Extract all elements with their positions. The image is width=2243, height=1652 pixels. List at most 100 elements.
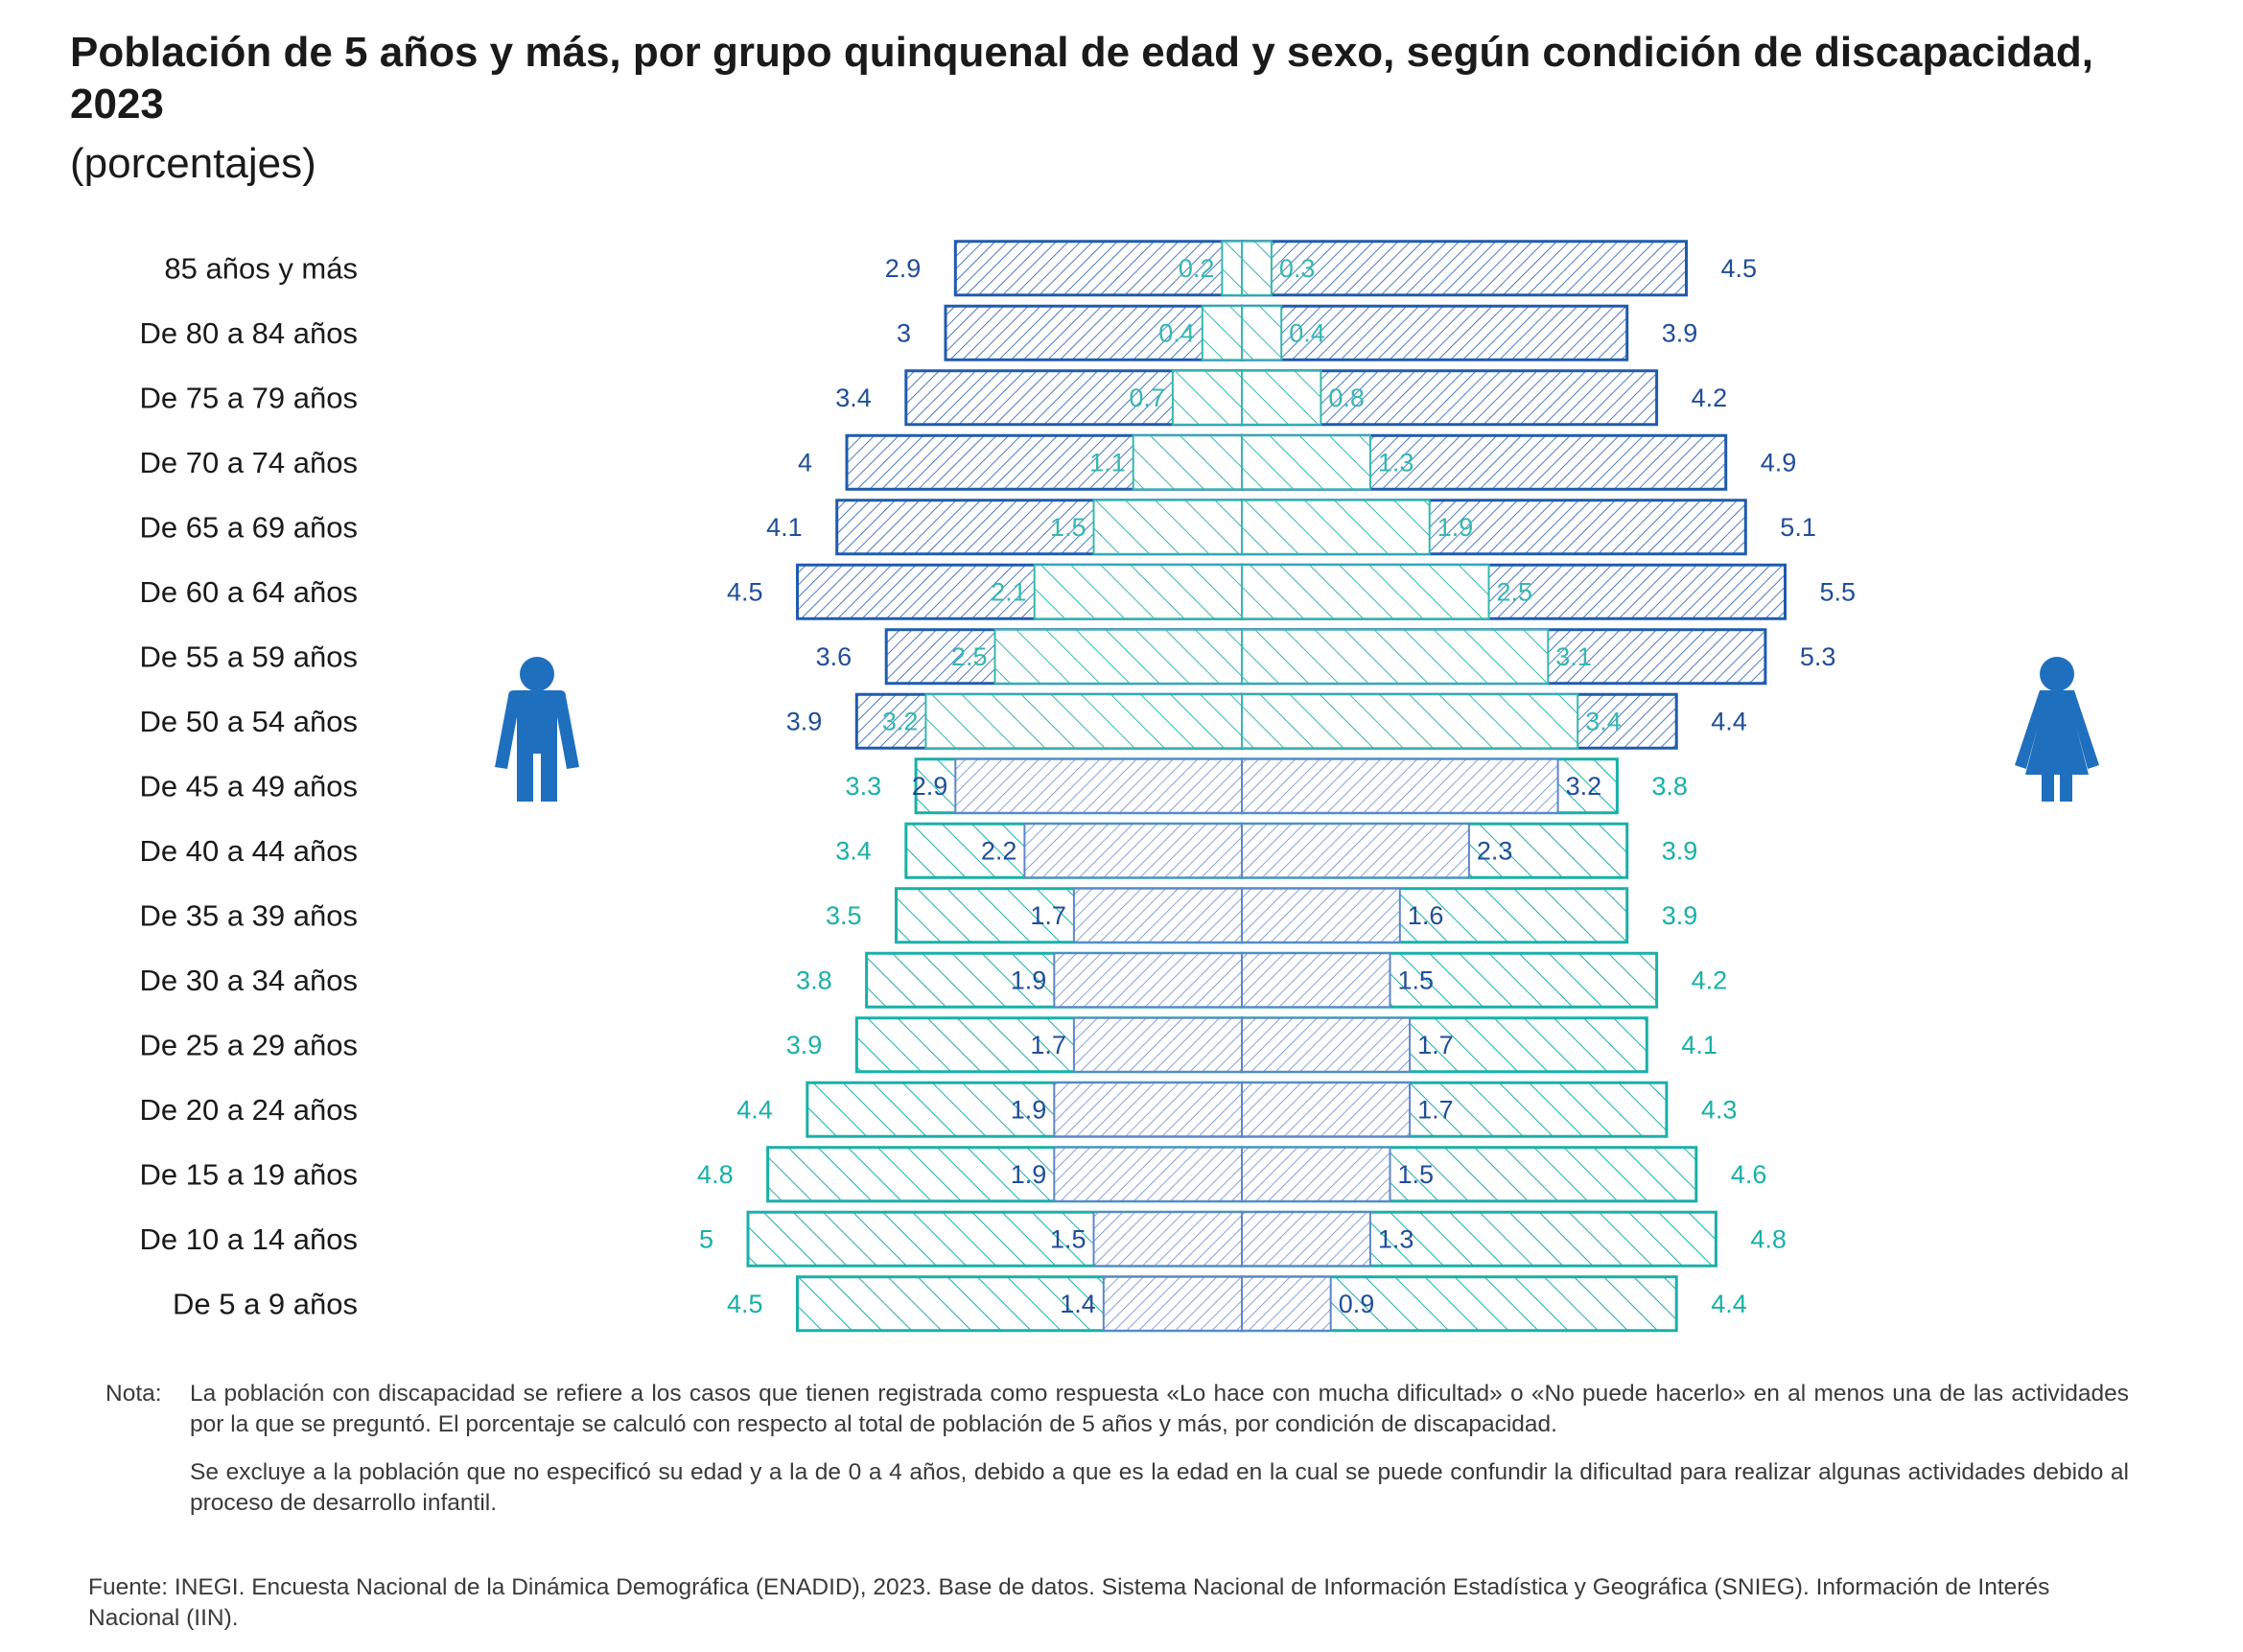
value-label-sin-discapacidad-mujeres: 5.1 [1780,513,1816,542]
bar-con-discapacidad-hombres [1072,1016,1244,1073]
bar-con-discapacidad-mujeres [1241,305,1283,361]
value-label-con-discapacidad-mujeres: 1.6 [1408,901,1444,930]
value-label-con-discapacidad-hombres: 1.9 [1011,1095,1047,1124]
bar-con-discapacidad-hombres [1201,305,1244,361]
value-label-sin-discapacidad-hombres: 3.9 [786,1031,823,1059]
value-label-con-discapacidad-mujeres: 3.4 [1585,707,1622,735]
bar-con-discapacidad-hombres [1092,1211,1243,1268]
value-label-sin-discapacidad-hombres: 3.4 [835,836,872,865]
population-pyramid-chart: 85 años y más 2.9 4.5 0.2 0.3 De 80 a 84 años… [139,240,2099,1333]
value-label-sin-discapacidad-hombres: 3.8 [796,966,832,994]
value-label-sin-discapacidad-mujeres: 4.1 [1681,1031,1717,1059]
bar-con-discapacidad-hombres [1033,564,1243,620]
bar-con-discapacidad-hombres [1171,369,1244,426]
value-label-sin-discapacidad-mujeres: 4.2 [1692,384,1728,412]
bar-con-discapacidad-mujeres [1241,952,1391,1009]
value-label-con-discapacidad-mujeres: 2.3 [1477,836,1513,865]
bar-con-discapacidad-hombres [1092,499,1243,555]
value-label-sin-discapacidad-mujeres: 4.9 [1761,448,1797,477]
bar-con-discapacidad-mujeres [1241,499,1431,555]
bar-sin-discapacidad-hombres [944,304,1244,361]
bar-con-discapacidad-hombres [1053,1146,1244,1202]
bar-con-discapacidad-mujeres [1241,757,1559,814]
note-paragraph-2: Se excluye a la población que no especif… [190,1459,2129,1516]
bar-con-discapacidad-mujeres [1241,240,1273,296]
value-label-con-discapacidad-hombres: 1.9 [1011,1160,1047,1189]
value-label-sin-discapacidad-hombres: 4.4 [736,1095,773,1124]
age-group-label: De 60 a 64 años [139,575,358,609]
value-label-sin-discapacidad-mujeres: 5.3 [1800,642,1836,671]
age-group-label: De 40 a 44 años [139,834,358,868]
value-label-con-discapacidad-hombres: 1.4 [1060,1290,1096,1318]
pyramid-rows: 85 años y más 2.9 4.5 0.2 0.3 De 80 a 84 años… [139,240,1857,1333]
age-group-label: De 35 a 39 años [139,898,358,932]
bar-con-discapacidad-mujeres [1241,887,1401,943]
bar-con-discapacidad-mujeres [1241,1275,1332,1332]
value-label-con-discapacidad-hombres: 1.7 [1030,1031,1066,1059]
value-label-con-discapacidad-hombres: 2.1 [991,577,1027,606]
value-label-con-discapacidad-hombres: 1.1 [1089,448,1126,477]
value-label-con-discapacidad-mujeres: 0.3 [1279,254,1316,283]
bar-con-discapacidad-hombres [1053,952,1244,1009]
bar-sin-discapacidad-hombres [953,240,1244,297]
bar-con-discapacidad-mujeres [1241,564,1490,620]
bar-con-discapacidad-hombres [1102,1275,1244,1332]
value-label-sin-discapacidad-hombres: 4.8 [697,1160,734,1189]
value-label-con-discapacidad-mujeres: 1.7 [1417,1031,1454,1059]
value-label-sin-discapacidad-hombres: 4.1 [766,513,803,542]
value-label-con-discapacidad-mujeres: 3.1 [1555,642,1592,671]
age-group-label: De 65 a 69 años [139,510,358,544]
notes-label: Nota: [105,1381,162,1407]
bar-sin-discapacidad-mujeres [1240,304,1629,361]
value-label-sin-discapacidad-hombres: 4.5 [727,577,763,606]
value-label-con-discapacidad-mujeres: 0.9 [1339,1290,1375,1318]
value-label-con-discapacidad-hombres: 0.7 [1129,384,1165,412]
age-group-label: De 30 a 34 años [139,964,358,997]
value-label-con-discapacidad-hombres: 1.9 [1011,966,1047,994]
value-label-sin-discapacidad-mujeres: 4.4 [1711,1290,1747,1318]
age-group-label: De 45 a 49 años [139,769,358,803]
value-label-con-discapacidad-mujeres: 0.8 [1328,384,1365,412]
value-label-sin-discapacidad-hombres: 3.3 [846,772,882,801]
age-group-label: De 15 a 19 años [139,1157,358,1191]
value-label-sin-discapacidad-mujeres: 3.9 [1662,901,1698,930]
value-label-sin-discapacidad-mujeres: 3.9 [1662,836,1698,865]
chart-title: Población de 5 años y más, por grupo qui… [70,29,2094,128]
value-label-sin-discapacidad-hombres: 3.4 [835,384,872,412]
bar-con-discapacidad-mujeres [1241,1146,1391,1202]
value-label-con-discapacidad-hombres: 1.5 [1050,513,1086,542]
value-label-sin-discapacidad-hombres: 3.9 [786,707,823,735]
value-label-con-discapacidad-hombres: 0.4 [1158,318,1195,347]
value-label-con-discapacidad-hombres: 2.2 [981,836,1017,865]
age-group-label: De 80 a 84 años [139,316,358,350]
bar-con-discapacidad-hombres [1023,823,1244,879]
value-label-con-discapacidad-hombres: 0.2 [1179,254,1215,283]
value-label-con-discapacidad-mujeres: 1.7 [1417,1095,1454,1124]
value-label-sin-discapacidad-hombres: 3 [897,318,911,347]
chart-subtitle: (porcentajes) [70,140,316,187]
value-label-con-discapacidad-hombres: 2.5 [951,642,988,671]
value-label-con-discapacidad-mujeres: 2.5 [1497,577,1533,606]
value-label-sin-discapacidad-mujeres: 4.2 [1692,966,1728,994]
bar-con-discapacidad-mujeres [1241,823,1470,879]
value-label-sin-discapacidad-mujeres: 3.9 [1662,318,1698,347]
value-label-sin-discapacidad-mujeres: 5.5 [1820,577,1857,606]
bar-con-discapacidad-hombres [1053,1082,1244,1138]
age-group-label: De 50 a 54 años [139,705,358,738]
value-label-sin-discapacidad-mujeres: 4.3 [1701,1095,1738,1124]
value-label-sin-discapacidad-mujeres: 4.4 [1711,707,1747,735]
age-group-label: De 55 a 59 años [139,640,358,673]
value-label-sin-discapacidad-hombres: 4.5 [727,1290,763,1318]
value-label-sin-discapacidad-mujeres: 4.6 [1731,1160,1767,1189]
bar-con-discapacidad-mujeres [1241,434,1371,491]
bar-con-discapacidad-hombres [993,628,1243,685]
value-label-sin-discapacidad-hombres: 5 [699,1224,713,1253]
bar-con-discapacidad-mujeres [1241,628,1550,685]
bar-con-discapacidad-hombres [954,757,1243,814]
value-label-con-discapacidad-mujeres: 1.3 [1378,448,1414,477]
value-label-con-discapacidad-hombres: 1.7 [1030,901,1066,930]
age-group-label: De 70 a 74 años [139,446,358,479]
value-label-con-discapacidad-mujeres: 3.2 [1566,772,1602,801]
bar-con-discapacidad-mujeres [1241,1082,1412,1138]
value-label-sin-discapacidad-mujeres: 4.8 [1750,1224,1787,1253]
